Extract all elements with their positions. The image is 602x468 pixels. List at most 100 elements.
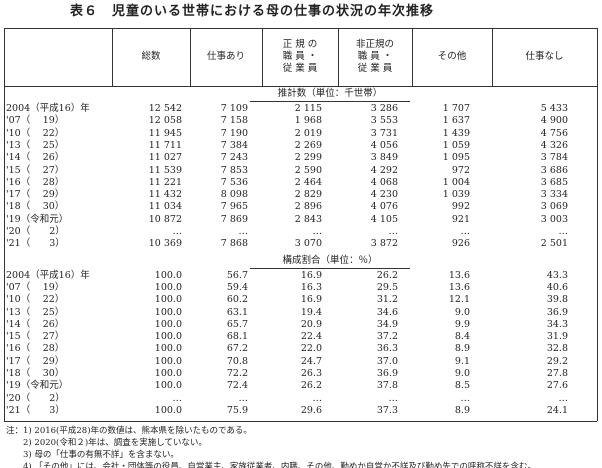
cell: 34.6 [376,306,398,318]
cell: … [238,392,249,404]
cell: 3 686 [540,164,568,176]
cell: 9.0 [454,306,470,318]
cell: 63.1 [226,306,248,318]
column-header: 総数 [141,51,161,62]
cell: 29.5 [376,281,398,293]
cell: 4 076 [370,201,398,213]
cell: … [238,226,249,237]
rule [250,267,410,269]
cell: 3 286 [370,103,398,114]
cell: 39.8 [546,294,568,306]
cell: 16.9 [300,269,322,281]
cell: 3 069 [540,201,568,213]
cell: 32.8 [546,343,568,355]
cell: 2 269 [294,139,322,151]
cell: 34.9 [376,318,398,330]
cell: 11 221 [148,176,182,188]
cell: 26.2 [376,269,398,281]
cell: … [312,392,323,404]
cell: … [172,226,183,237]
row-label: '18（ 30） [6,368,65,379]
cell: 26.3 [300,368,322,379]
column-header: 従 業 員 [282,63,318,74]
cell: 37.0 [376,355,398,367]
cell: 100.0 [154,343,182,355]
row-label: '14（ 26） [6,318,65,330]
cell: 921 [451,213,470,225]
cell: 2 590 [294,164,322,176]
row-label: 2004（平成16）年 [6,269,90,281]
cell: 992 [451,201,470,213]
cell: 16.3 [300,281,322,293]
row-label: '20（ 2） [6,226,65,237]
cell: 4 056 [370,139,398,151]
cell: … [460,392,471,404]
rule [4,421,597,423]
row-label: '15（ 27） [6,164,65,176]
cell: 27.8 [546,368,568,379]
note: 2) 2020(令和２)年は、調査を実施していない。 [6,438,207,449]
rule [4,28,5,422]
row-label: '07（ 19） [6,281,65,293]
cell: 60.2 [226,294,248,306]
row-label: '21（ 3） [6,404,65,416]
cell: … [172,392,183,404]
cell: 34.3 [546,318,568,330]
cell: 7 109 [220,103,248,114]
column-header: 仕事なし [525,51,564,62]
row-label: '21（ 3） [6,238,65,250]
cell: 68.1 [226,331,248,343]
column-header: その他 [437,51,467,62]
cell: 100.0 [154,306,182,318]
cell: 1 439 [442,127,470,139]
cell: 1 039 [442,189,470,201]
cell: 13.6 [448,281,470,293]
cell: 11 711 [148,139,182,151]
cell: 4 068 [370,176,398,188]
cell: 65.7 [226,318,248,330]
row-label: '10（ 22） [6,127,65,139]
column-header: 職 員 ・ [282,51,318,62]
cell: 2 896 [294,201,322,213]
cell: 9.1 [454,355,470,367]
cell: 2 829 [294,189,322,201]
column-header: 非正規の [355,39,394,50]
cell: 29.6 [300,404,322,416]
row-label: '15（ 27） [6,331,65,343]
row-label: '19（令和元） [6,213,69,225]
rule [338,28,339,86]
cell: 100.0 [154,281,182,293]
row-label: '20（ 2） [6,392,65,404]
cell: 24.1 [546,404,568,416]
cell: 100.0 [154,294,182,306]
cell: 4 900 [540,115,568,127]
cell: 56.7 [226,269,248,281]
cell: 22.4 [300,331,322,343]
cell: 12 058 [148,115,182,127]
cell: 3 553 [370,115,398,127]
cell: 72.4 [226,380,248,392]
cell: 3 872 [370,238,398,250]
cell: 22.0 [300,343,322,355]
rule [412,28,413,86]
cell: … [388,392,399,404]
cell: 27.6 [546,380,568,392]
rule [190,28,191,86]
rule [492,28,493,86]
cell: 12 542 [148,103,182,114]
rule [262,28,263,86]
cell: 13.6 [448,269,470,281]
cell: 7 243 [220,152,248,164]
cell: 20.9 [300,318,322,330]
cell: 29.2 [546,355,568,367]
row-label: '13（ 25） [6,306,65,318]
cell: 3 731 [370,127,398,139]
note: 4) 「その他」には、会社・団体等の役員、自営業主、家族従業者、内職、その他、勤… [6,462,536,468]
section-heading: 推計数（単位：千世帯） [277,88,383,99]
cell: 59.4 [226,281,248,293]
cell: … [558,392,569,404]
row-label: '17（ 29） [6,189,65,201]
row-label: '16（ 28） [6,343,65,355]
cell: 8.9 [454,404,470,416]
